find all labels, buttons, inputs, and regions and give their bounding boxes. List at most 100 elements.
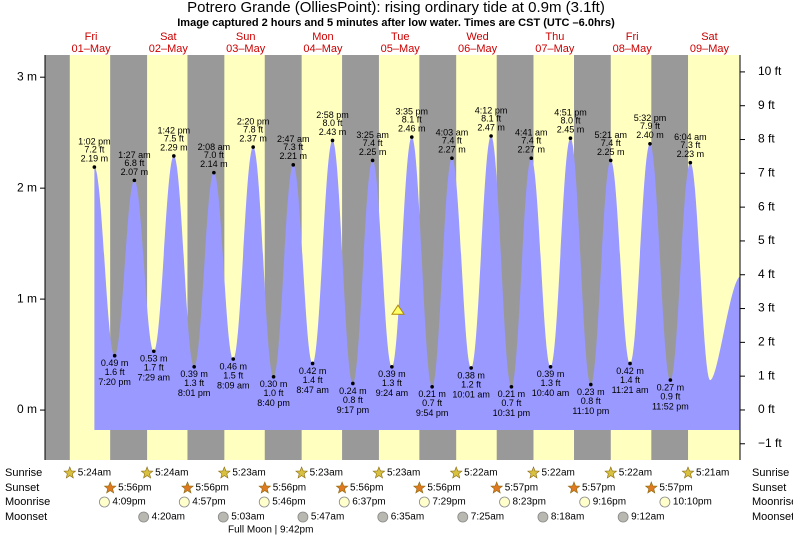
sunset-time: 5:56pm bbox=[350, 483, 383, 494]
tide-point bbox=[310, 361, 315, 366]
day-date: 04–May bbox=[303, 43, 343, 55]
moonset-icon bbox=[138, 511, 150, 523]
day-date: 07–May bbox=[535, 43, 575, 55]
tide-time: 9:17 pm bbox=[337, 405, 370, 415]
sunset-icon bbox=[644, 481, 658, 494]
tide-feet: 7.4 ft bbox=[363, 138, 384, 148]
tide-meters: 2.27 m bbox=[438, 145, 466, 155]
tide-time: 2:47 am bbox=[277, 134, 310, 144]
moonset-time: 8:18am bbox=[551, 512, 584, 523]
tide-meters: 0.21 m bbox=[498, 389, 526, 399]
tide-feet: 1.4 ft bbox=[303, 375, 324, 385]
sunrise-time: 5:22am bbox=[619, 468, 652, 479]
day-date: 01–May bbox=[71, 43, 111, 55]
day-date: 02–May bbox=[149, 43, 189, 55]
moonset-time: 7:25am bbox=[471, 512, 504, 523]
tide-feet: 0.7 ft bbox=[501, 398, 522, 408]
sunrise-icon bbox=[449, 466, 463, 479]
tide-time: 5:21 am bbox=[594, 130, 627, 140]
tide-point bbox=[251, 145, 255, 149]
tide-feet: 1.6 ft bbox=[105, 367, 126, 377]
moonset-icon bbox=[377, 511, 389, 523]
row-label: Sunset bbox=[5, 482, 39, 494]
y-tick-label: 0 m bbox=[17, 402, 37, 416]
tide-time: 2:20 pm bbox=[237, 116, 270, 126]
tide-point bbox=[330, 138, 335, 143]
tide-meters: 2.29 m bbox=[160, 142, 188, 152]
moonrise-time: 10:10pm bbox=[673, 497, 712, 508]
y2-tick-label: 3 ft bbox=[758, 301, 775, 315]
day-name: Wed bbox=[466, 31, 488, 43]
tide-meters: 0.39 m bbox=[537, 369, 565, 379]
tide-point bbox=[628, 361, 632, 366]
moonset-icon bbox=[617, 511, 629, 523]
tide-point bbox=[271, 374, 276, 379]
tide-point bbox=[351, 381, 355, 386]
tide-time: 4:51 pm bbox=[554, 108, 587, 118]
tide-area bbox=[94, 136, 741, 430]
y2-tick-label: 5 ft bbox=[758, 233, 775, 247]
tide-point bbox=[172, 154, 176, 158]
tide-feet: 1.5 ft bbox=[223, 370, 244, 380]
tide-time: 4:41 am bbox=[515, 128, 548, 138]
y2-tick-label: 4 ft bbox=[758, 267, 775, 281]
sunrise-icon bbox=[63, 466, 77, 479]
tide-meters: 0.42 m bbox=[616, 366, 644, 376]
y-tick-label: 1 m bbox=[17, 291, 37, 305]
day-name: Thu bbox=[545, 31, 564, 43]
sunset-time: 5:56pm bbox=[195, 483, 228, 494]
sunset-icon bbox=[103, 481, 117, 494]
tide-feet: 1.2 ft bbox=[461, 379, 482, 389]
tide-time: 5:32 pm bbox=[634, 113, 667, 123]
tide-time: 2:08 am bbox=[198, 142, 231, 152]
sunset-icon bbox=[412, 481, 426, 494]
y2-tick-label: 0 ft bbox=[758, 402, 775, 416]
tide-feet: 8.0 ft bbox=[322, 118, 343, 128]
tide-feet: 1.3 ft bbox=[541, 378, 562, 388]
tide-feet: 7.9 ft bbox=[640, 121, 661, 131]
moonrise-time: 8:23pm bbox=[513, 497, 546, 508]
moonset-time: 9:12am bbox=[631, 512, 664, 523]
tide-feet: 0.8 ft bbox=[581, 396, 602, 406]
tide-meters: 2.23 m bbox=[677, 149, 705, 159]
tide-meters: 0.39 m bbox=[378, 369, 406, 379]
tide-point bbox=[648, 141, 652, 146]
tide-feet: 7.2 ft bbox=[84, 144, 105, 154]
sunset-icon bbox=[567, 481, 581, 494]
sunset-time: 5:56pm bbox=[273, 483, 306, 494]
moonrise-icon bbox=[579, 496, 591, 508]
tide-meters: 2.07 m bbox=[121, 167, 149, 177]
y2-tick-label: 9 ft bbox=[758, 98, 775, 112]
tide-feet: 0.7 ft bbox=[422, 398, 443, 408]
tide-time: 3:25 am bbox=[356, 130, 389, 140]
sunrise-icon bbox=[140, 466, 154, 479]
tide-meters: 2.40 m bbox=[636, 130, 664, 140]
tide-time: 1:42 pm bbox=[158, 125, 191, 135]
day-name: Sat bbox=[701, 31, 718, 43]
moonrise-time: 4:09pm bbox=[112, 497, 145, 508]
tide-time: 6:04 am bbox=[674, 132, 707, 142]
sunrise-icon bbox=[681, 466, 695, 479]
sunrise-icon bbox=[527, 466, 540, 479]
tide-point bbox=[450, 156, 454, 160]
tide-time: 11:21 am bbox=[612, 385, 649, 395]
tide-time: 1:02 pm bbox=[78, 136, 111, 146]
tide-meters: 0.24 m bbox=[339, 386, 367, 396]
tide-meters: 0.42 m bbox=[299, 366, 327, 376]
y2-tick-label: 8 ft bbox=[758, 132, 775, 146]
tide-time: 8:40 pm bbox=[257, 398, 290, 408]
y2-tick-label: 7 ft bbox=[758, 165, 775, 179]
tide-meters: 2.43 m bbox=[319, 127, 347, 137]
tide-point bbox=[112, 353, 117, 358]
sunset-time: 5:57pm bbox=[659, 483, 692, 494]
sunset-time: 5:56pm bbox=[427, 483, 460, 494]
day-name: Fri bbox=[626, 31, 639, 43]
row-label: Moonrise bbox=[5, 496, 50, 508]
y2-tick-label: 1 ft bbox=[758, 368, 775, 382]
tide-time: 7:29 am bbox=[138, 373, 171, 383]
tide-point bbox=[409, 135, 414, 139]
moonset-icon bbox=[297, 511, 309, 523]
sunrise-icon bbox=[372, 466, 386, 479]
moonset-icon bbox=[217, 511, 229, 523]
tide-feet: 1.3 ft bbox=[184, 378, 205, 388]
